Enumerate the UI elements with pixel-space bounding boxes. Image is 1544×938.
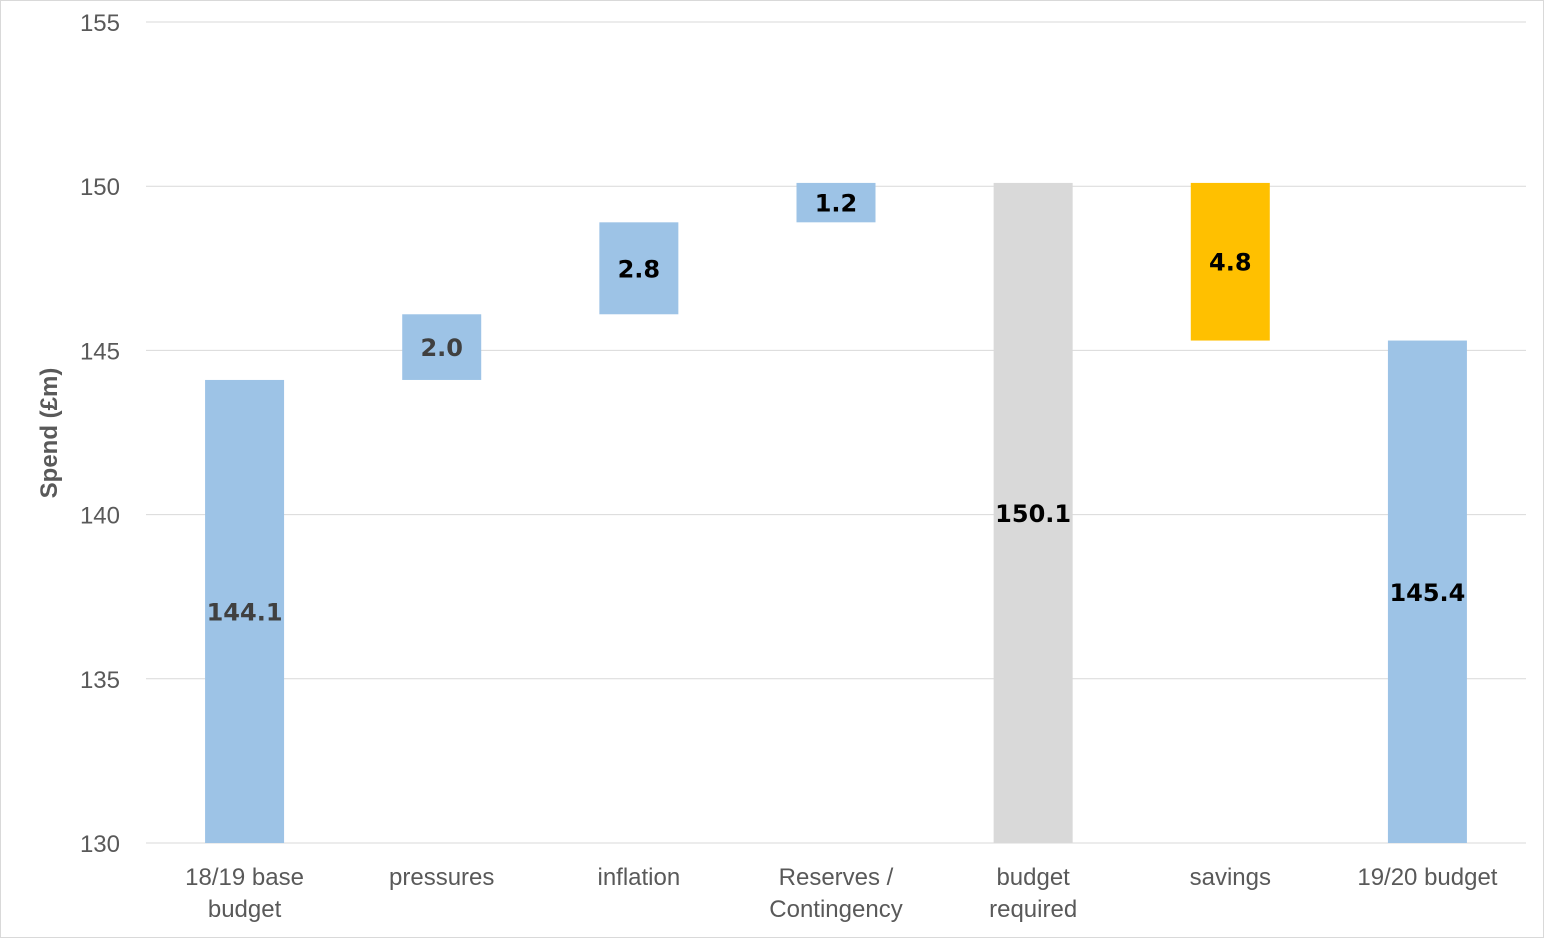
data-label: 145.4 xyxy=(1389,579,1465,607)
y-tick-label: 140 xyxy=(80,503,120,530)
data-label: 2.0 xyxy=(420,334,463,362)
data-label: 150.1 xyxy=(995,500,1071,528)
bar-total xyxy=(1387,340,1467,843)
bar-total xyxy=(205,379,285,843)
x-category-label: budget required xyxy=(989,864,1077,923)
data-label: 4.8 xyxy=(1209,249,1252,277)
x-axis-categories: 18/19 base budget pressures inflation Reserv… xyxy=(185,864,1498,923)
bar-increase xyxy=(599,222,679,315)
x-category-label: 19/20 budget xyxy=(1357,864,1497,891)
y-tick-label: 150 xyxy=(80,174,120,201)
x-category-label: inflation xyxy=(597,864,680,891)
x-category-label: Reserves / Contingency xyxy=(769,864,902,923)
bar-decrease xyxy=(1190,182,1270,341)
data-label: 2.8 xyxy=(618,255,661,283)
y-axis-title: Spend (£m) xyxy=(36,368,63,499)
y-tick-label: 145 xyxy=(80,338,120,365)
x-category-label: 18/19 base budget xyxy=(185,864,304,923)
bar-increase xyxy=(796,182,876,223)
y-tick-label: 130 xyxy=(80,831,120,858)
bars: 144.1 2.0 2.8 1.2 150.1 4.8 145.4 xyxy=(205,182,1467,843)
y-tick-label: 135 xyxy=(80,667,120,694)
data-label: 1.2 xyxy=(815,190,858,218)
gridlines xyxy=(146,21,1526,844)
bar-total xyxy=(993,182,1073,843)
data-label: 144.1 xyxy=(207,598,283,626)
y-axis-ticks: 130 135 140 145 150 155 xyxy=(80,10,120,858)
y-tick-label: 155 xyxy=(80,10,120,37)
x-category-label: savings xyxy=(1190,864,1271,891)
x-category-label: pressures xyxy=(389,864,494,891)
bar-increase xyxy=(402,314,482,380)
